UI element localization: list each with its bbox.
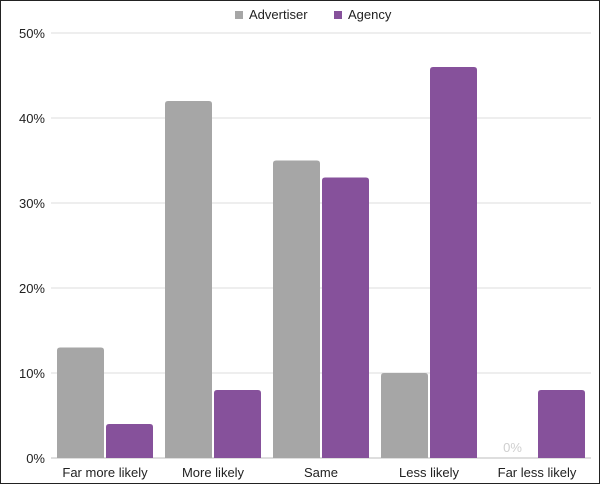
bar-agency-2 bbox=[322, 177, 369, 458]
y-tick-label: 0% bbox=[26, 451, 45, 466]
y-tick-label: 30% bbox=[19, 196, 45, 211]
x-tick-label: Less likely bbox=[399, 465, 459, 480]
bar-agency-0 bbox=[106, 424, 153, 458]
bar-advertiser-0 bbox=[57, 347, 104, 458]
bar-advertiser-1 bbox=[165, 101, 212, 458]
y-tick-label: 40% bbox=[19, 111, 45, 126]
legend-swatch-agency bbox=[334, 11, 342, 19]
y-tick-label: 20% bbox=[19, 281, 45, 296]
bar-advertiser-3 bbox=[381, 373, 428, 458]
bar-agency-1 bbox=[214, 390, 261, 458]
legend-label-agency: Agency bbox=[348, 7, 392, 22]
x-tick-label: Far less likely bbox=[498, 465, 577, 480]
data-label: 0% bbox=[503, 440, 522, 455]
x-tick-label: Same bbox=[304, 465, 338, 480]
bar-advertiser-2 bbox=[273, 160, 320, 458]
x-tick-label: Far more likely bbox=[62, 465, 148, 480]
y-tick-label: 10% bbox=[19, 366, 45, 381]
x-tick-label: More likely bbox=[182, 465, 245, 480]
y-tick-label: 50% bbox=[19, 26, 45, 41]
bar-agency-3 bbox=[430, 67, 477, 458]
bar-agency-4 bbox=[538, 390, 585, 458]
legend-swatch-advertiser bbox=[235, 11, 243, 19]
legend-label-advertiser: Advertiser bbox=[249, 7, 308, 22]
